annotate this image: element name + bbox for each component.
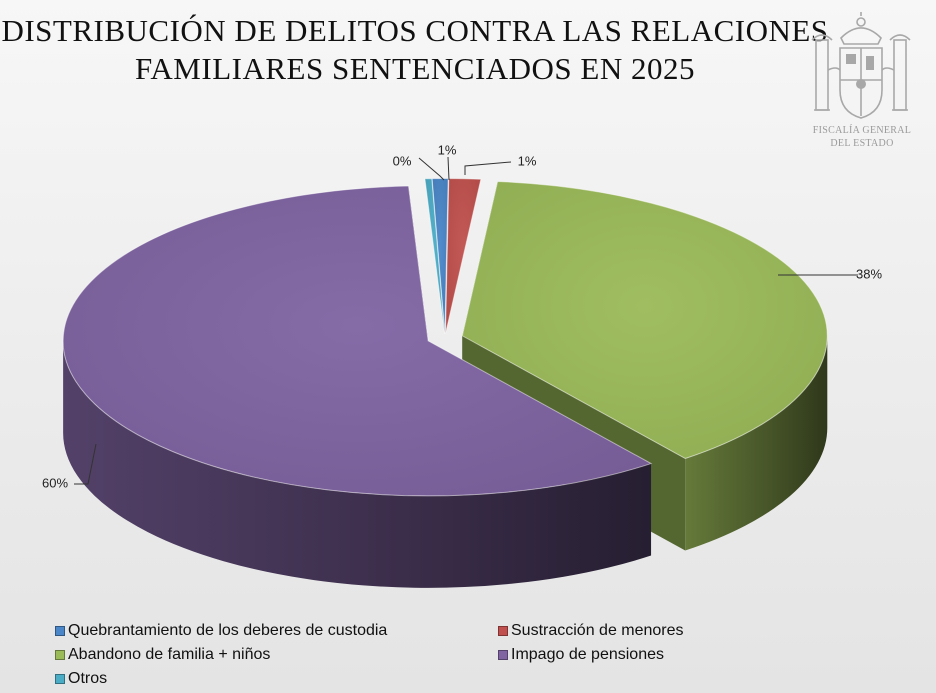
legend-item: Abandono de familia + niños (55, 643, 498, 666)
emblem-caption-line-2: DEL ESTADO (830, 138, 894, 149)
legend-label: Otros (68, 669, 108, 687)
legend-label: Impago de pensiones (511, 645, 664, 663)
data-label-4: 0% (393, 153, 412, 168)
leader-line-4 (418, 157, 445, 181)
legend-item: Otros (55, 667, 498, 690)
legend-label: Sustracción de menores (511, 621, 684, 639)
data-label-0: 1% (438, 142, 457, 157)
pie-slice-3 (62, 185, 653, 497)
pie-slice-2 (461, 180, 828, 460)
chart-title-line-1: DISTRIBUCIÓN DE DELITOS CONTRA LAS RELAC… (1, 13, 829, 48)
legend-swatch (498, 649, 508, 660)
legend-item: Impago de pensiones (498, 643, 798, 666)
legend-swatch (55, 673, 65, 684)
coat-of-arms-icon (811, 12, 911, 119)
emblem-caption: FISCALÍA GENERAL DEL ESTADO (800, 124, 924, 150)
legend-swatch (498, 625, 508, 636)
pie-slice-side-3 (63, 340, 652, 588)
legend-item: Sustracción de menores (498, 619, 798, 642)
legend-swatch (55, 625, 65, 636)
emblem-caption-line-1: FISCALÍA GENERAL (812, 125, 912, 136)
leader-line-0 (447, 156, 450, 181)
leader-line-3 (74, 443, 97, 485)
leader-line-1 (464, 161, 512, 175)
data-label-3: 60% (42, 475, 68, 490)
legend-swatch (55, 649, 65, 660)
pie-slice-4 (424, 178, 446, 334)
chart-legend: Quebrantamiento de los deberes de custod… (55, 619, 815, 690)
chart-title-line-2: FAMILIARES SENTENCIADOS EN 2025 (134, 51, 695, 86)
data-label-1: 1% (518, 153, 537, 168)
data-label-2: 38% (856, 266, 882, 281)
pie-slice-side-2 (685, 335, 828, 551)
chart-title: DISTRIBUCIÓN DE DELITOS CONTRA LAS RELAC… (0, 12, 830, 88)
legend-label: Quebrantamiento de los deberes de custod… (68, 621, 388, 639)
legend-item: Quebrantamiento de los deberes de custod… (55, 619, 498, 642)
legend-label: Abandono de familia + niños (68, 645, 271, 663)
